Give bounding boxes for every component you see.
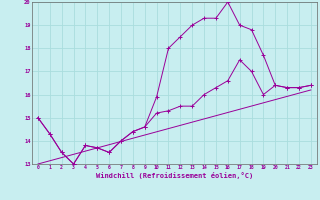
X-axis label: Windchill (Refroidissement éolien,°C): Windchill (Refroidissement éolien,°C): [96, 172, 253, 179]
